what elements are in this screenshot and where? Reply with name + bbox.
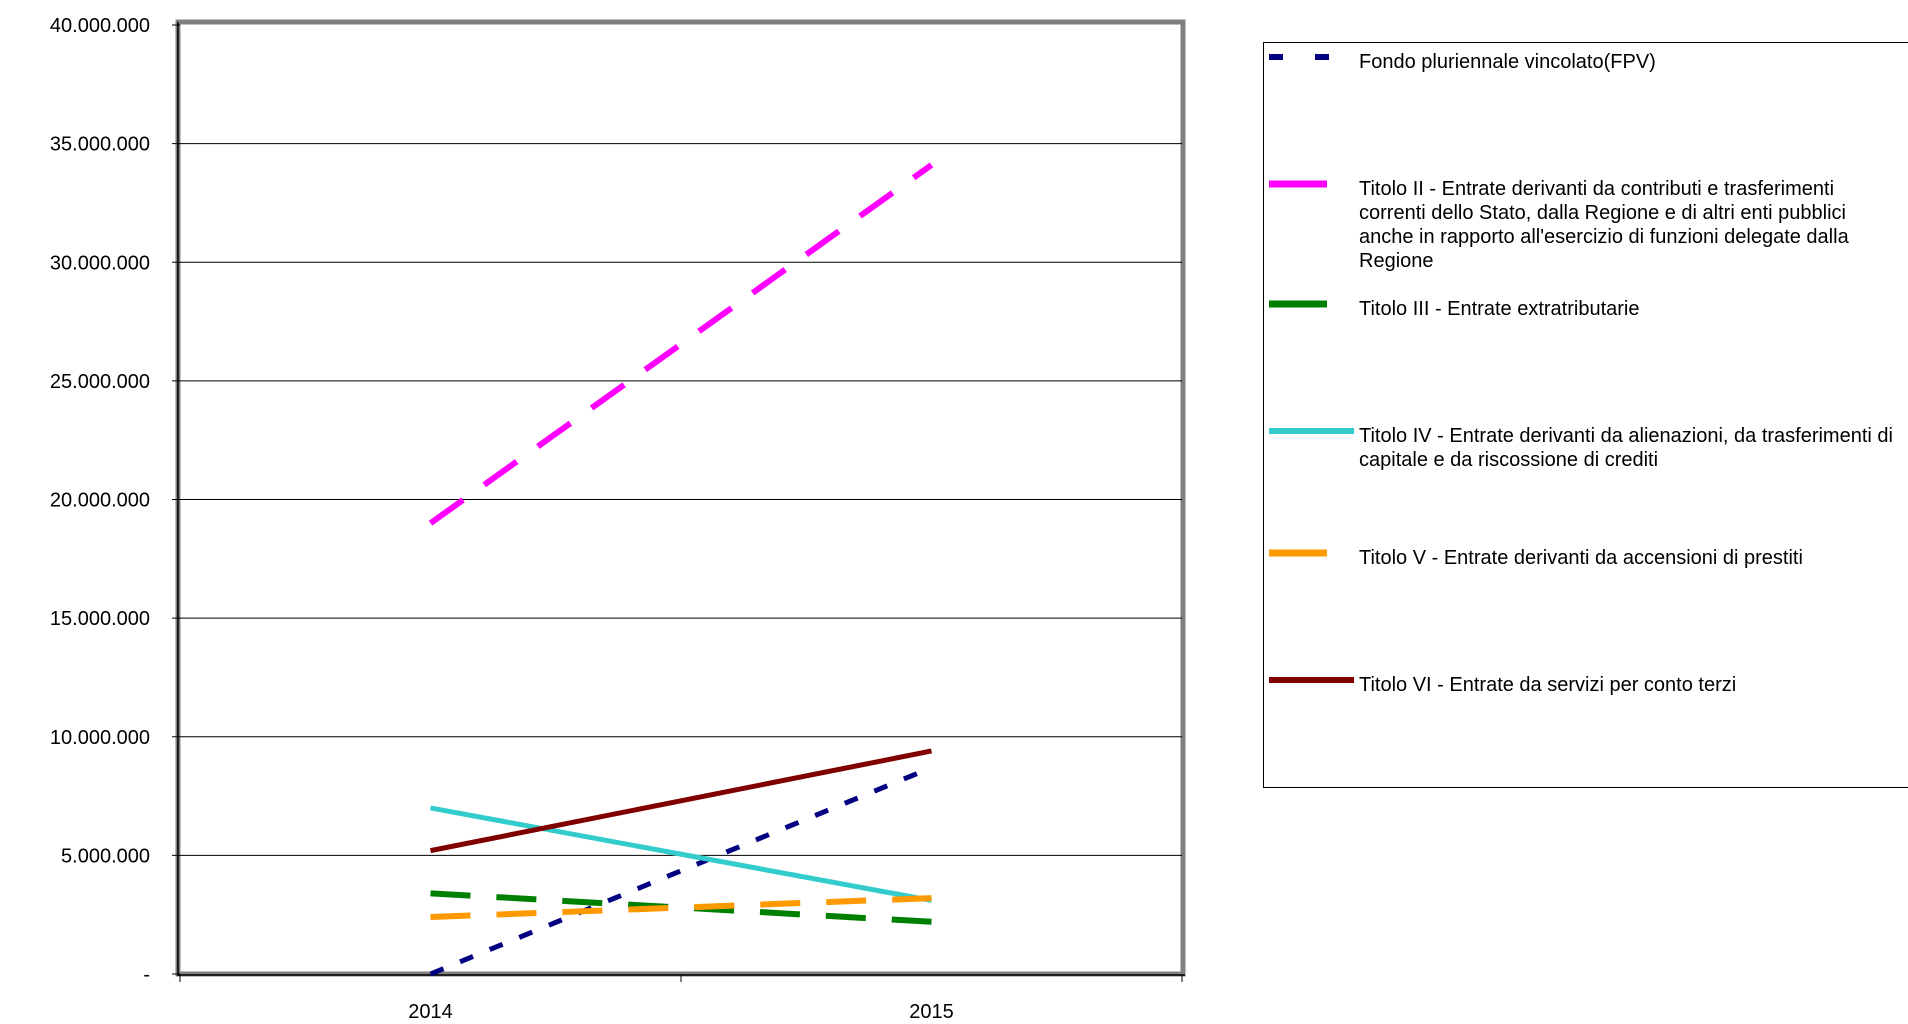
series-line-1 (429, 765, 933, 977)
legend-swatch-titolo-ii (1269, 180, 1354, 188)
gridlines (180, 143, 1182, 856)
legend-swatch-fpv (1269, 54, 1354, 60)
series-lines (428, 162, 934, 977)
legend-swatch-titolo-vi (1269, 677, 1354, 683)
legend-swatch-titolo-v (1269, 549, 1354, 557)
legend-label-titolo-iv: Titolo IV - Entrate derivanti da alienaz… (1359, 425, 1893, 471)
legend-label-fpv: Fondo pluriennale vincolato(FPV) (1359, 51, 1656, 73)
series-line-5 (430, 895, 932, 921)
y-tick-label: 40.000.000 (50, 15, 150, 37)
y-tick-label: 20.000.000 (50, 490, 150, 512)
legend-label-titolo-v: Titolo V - Entrate derivanti da accensio… (1359, 547, 1803, 569)
y-tick-label: 5.000.000 (61, 845, 150, 867)
y-tick-label: 30.000.000 (50, 252, 150, 274)
y-tick-label: - (143, 964, 150, 986)
y-tick-label: 25.000.000 (50, 371, 150, 393)
series-line-3 (430, 890, 932, 925)
legend: Fondo pluriennale vincolato(FPV) Titolo … (1263, 42, 1908, 788)
legend-swatch-titolo-iv (1269, 428, 1354, 434)
legend-label-titolo-iii: Titolo III - Entrate extratributarie (1359, 298, 1640, 320)
x-axis-ticks: 2014 2015 (179, 975, 1183, 1023)
series-line-4 (430, 805, 932, 903)
y-tick-label: 35.000.000 (50, 134, 150, 156)
plot-area (175, 19, 1186, 977)
series-line-2 (428, 162, 934, 526)
y-tick-label: 15.000.000 (50, 608, 150, 630)
legend-swatch-titolo-iii (1269, 300, 1354, 308)
legend-label-titolo-ii: Titolo II - Entrate derivanti da contrib… (1359, 178, 1849, 272)
x-tick-label: 2015 (909, 1001, 954, 1023)
series-line-6 (430, 748, 932, 854)
y-tick-label: 10.000.000 (50, 727, 150, 749)
x-tick-label: 2014 (408, 1001, 453, 1023)
y-axis-ticks: - 5.000.000 10.000.000 15.000.000 20.000.000… (50, 15, 180, 986)
legend-label-titolo-vi: Titolo VI - Entrate da servizi per conto… (1359, 674, 1737, 696)
